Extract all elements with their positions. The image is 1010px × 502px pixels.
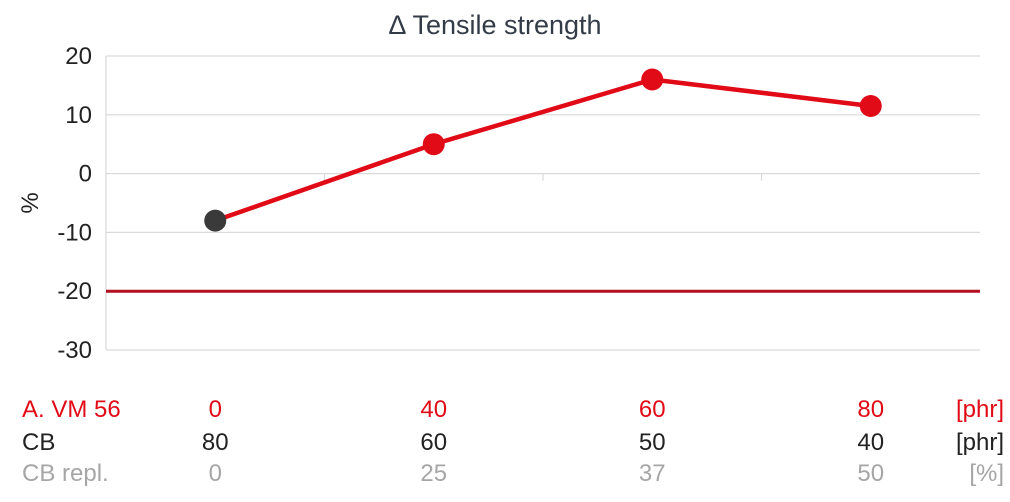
table-cell-0-2: 60 [639,396,666,423]
y-axis-ticks: 20 10 0 -10 -20 -30 [57,43,92,364]
data-point-3 [859,94,882,117]
data-point-2 [641,68,664,91]
table-cell-0-1: 40 [420,396,447,423]
table-row-unit-0: [phr] [956,396,1004,423]
y-tick-label-2: 0 [79,161,92,188]
table-cell-0-0: 0 [209,396,222,423]
y-tick-label-0: 20 [65,43,92,70]
y-axis-label: % [17,192,44,213]
table-row-label-2: CB repl. [22,460,109,487]
series-group [204,68,882,232]
table-cell-1-0: 80 [202,429,229,456]
table-cell-1-2: 50 [639,429,666,456]
table-cell-2-3: 50 [857,460,884,487]
table-cell-0-3: 80 [857,396,884,423]
table-cell-1-3: 40 [857,429,884,456]
table-row-unit-2: [%] [969,460,1004,487]
chart-title: Δ Tensile strength [388,10,601,40]
table-cell-2-0: 0 [209,460,222,487]
y-tick-label-1: 10 [65,102,92,129]
table-row-label-1: CB [22,429,55,456]
x-category-table: A. VM 56 0 40 60 80 [phr] CB 80 60 50 40 [phr] CB re… [22,396,1004,487]
data-point-1 [422,133,445,156]
y-tick-label-3: -10 [57,219,92,246]
table-cell-2-2: 37 [639,460,666,487]
table-cell-2-1: 25 [420,460,447,487]
series-line-0 [214,77,872,223]
y-tick-label-5: -30 [57,337,92,364]
grid-lines [105,55,980,351]
table-row-label-0: A. VM 56 [22,396,121,423]
table-cell-1-1: 60 [420,429,447,456]
table-row-unit-1: [phr] [956,429,1004,456]
y-tick-label-4: -20 [57,278,92,305]
data-point-0 [204,209,227,232]
